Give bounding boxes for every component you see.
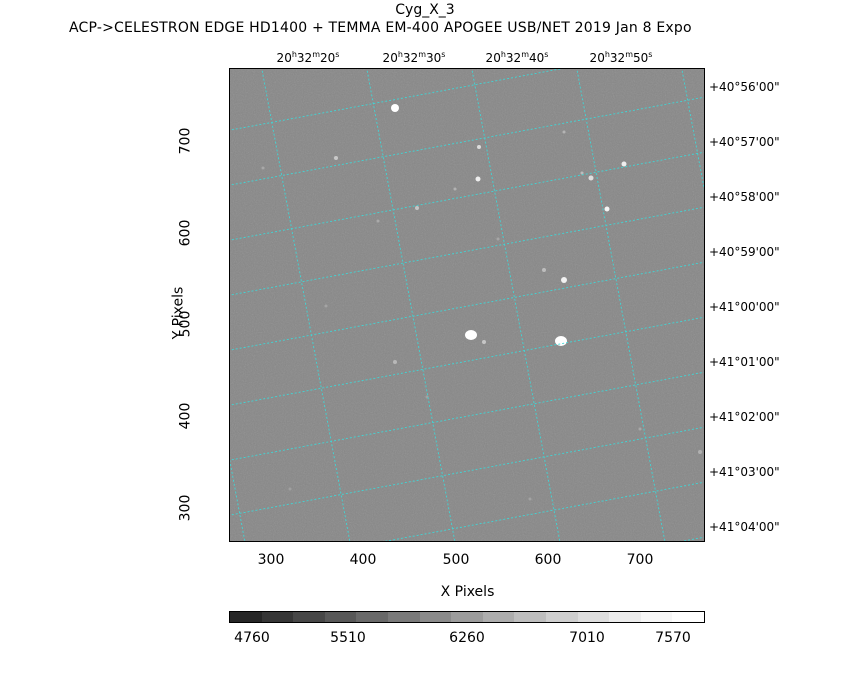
star [482,340,486,344]
star [288,487,292,491]
y-tick-label: 400 [177,402,194,430]
y-tick-label: 700 [177,127,194,155]
x-tick-label: 400 [349,552,377,568]
star [621,161,627,167]
colorbar-label: 7570 [655,630,691,646]
colorbar-step [387,612,420,622]
dec-tick-label: +40°59'00" [709,245,780,259]
dec-grid-line [230,261,704,351]
star-bright [465,330,477,340]
coordinate-grid [230,69,704,541]
colorbar-step [451,612,483,622]
dec-grid-line [230,316,704,406]
dec-grid-line [230,426,704,516]
colorbar [229,611,705,623]
ra-tick-label: 20h32m30s [382,50,446,65]
colorbar-step [482,612,515,622]
dec-grid-line [230,151,704,241]
colorbar-label: 7010 [569,630,605,646]
colorbar-step [419,612,452,622]
star [638,427,642,431]
star [580,171,584,175]
star-field [261,104,702,501]
star [698,450,702,454]
star [475,176,481,182]
colorbar-step [356,612,388,622]
colorbar-step [577,612,610,622]
star [542,268,546,272]
star [393,360,397,364]
ra-tick-label: 20h32m40s [485,50,549,65]
dec-grid-line [384,481,704,541]
x-tick-label: 700 [626,552,654,568]
x-tick-label: 600 [534,552,562,568]
image-subtitle: ACP->CELESTRON EDGE HD1400 + TEMMA EM-40… [69,20,692,36]
dec-tick-label: +41°02'00" [709,410,780,424]
star [453,187,457,191]
dec-grid-line [230,69,563,131]
star [561,277,567,283]
star [415,206,419,210]
dec-grid-line [230,206,704,296]
star [477,145,481,149]
colorbar-step [609,612,641,622]
star [391,104,399,112]
star [562,130,566,134]
colorbar-step [672,612,704,622]
colorbar-step [293,612,325,622]
colorbar-step [514,612,546,622]
y-tick-label: 300 [177,494,194,522]
star [588,175,594,181]
star-bright [555,336,567,346]
image-title: Cyg_X_3 [395,2,455,18]
x-tick-label: 300 [257,552,285,568]
ra-tick-label: 20h32m20s [276,50,340,65]
star [376,219,380,223]
dec-tick-label: +41°00'00" [709,300,780,314]
sky-image-canvas [230,69,704,541]
x-axis-label: X Pixels [440,584,495,600]
dec-grid-line [230,371,704,461]
dec-tick-label: +41°03'00" [709,465,780,479]
colorbar-step [640,612,673,622]
colorbar-step [545,612,578,622]
y-tick-label: 600 [177,219,194,247]
sky-image [229,68,705,542]
colorbar-step [324,612,357,622]
colorbar-label: 4760 [234,630,270,646]
star [334,156,338,160]
dec-grid-line [230,96,704,186]
dec-tick-label: +41°04'00" [709,520,780,534]
dec-tick-label: +40°57'00" [709,135,780,149]
star [324,304,328,308]
star [261,166,265,170]
y-axis-label: Y Pixels [170,286,187,340]
star [496,237,500,241]
star [528,497,532,501]
colorbar-label: 6260 [449,630,485,646]
dec-tick-label: +41°01'00" [709,355,780,369]
star [604,206,610,212]
ra-tick-label: 20h32m50s [589,50,653,65]
x-tick-label: 500 [442,552,470,568]
colorbar-step [261,612,294,622]
colorbar-step [230,612,262,622]
colorbar-label: 5510 [330,630,366,646]
dec-tick-label: +40°58'00" [709,190,780,204]
sky-noise [230,69,704,541]
dec-tick-label: +40°56'00" [709,80,780,94]
